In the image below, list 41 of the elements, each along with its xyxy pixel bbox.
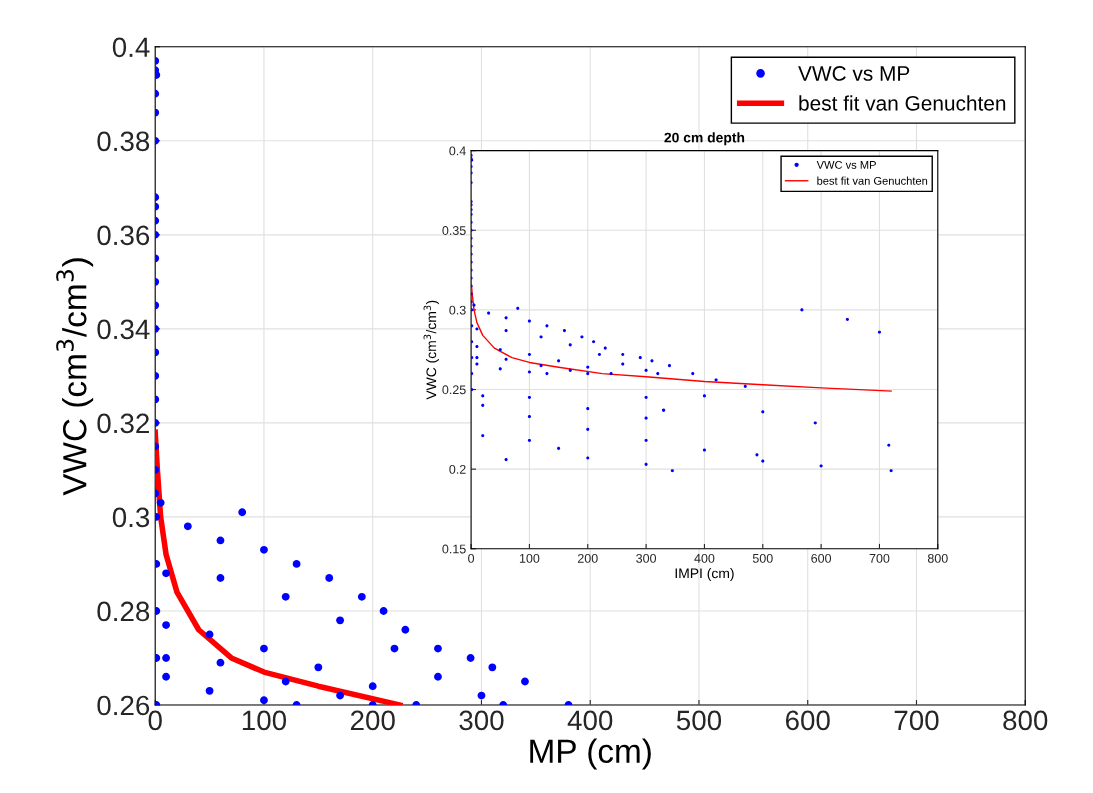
- y-tick-label: 0.36: [97, 225, 150, 246]
- x-tick-label: 300: [459, 710, 504, 731]
- x-tick-label: 0: [148, 710, 162, 731]
- x-tick-label: 0: [468, 553, 475, 563]
- y-tick-label: 0.28: [97, 601, 150, 622]
- x-tick-label: 100: [242, 710, 287, 731]
- x-tick-label: 200: [350, 710, 395, 731]
- y-tick-label: 0.35: [442, 226, 466, 235]
- x-tick-label: 400: [567, 710, 613, 731]
- y-tick-label: 0.26: [97, 695, 150, 716]
- y-tick-label: 0.2: [449, 464, 466, 474]
- legend-label: VWC vs MP: [816, 160, 876, 169]
- x-tick-label: 500: [752, 553, 773, 563]
- x-tick-label: 500: [676, 710, 722, 731]
- y-axis-title: VWC (cm$^{3}$/cm$^{3}$): [423, 300, 439, 400]
- legend-label: best fit van Genuchten: [799, 95, 1006, 111]
- x-tick-label: 700: [869, 553, 890, 563]
- x-tick-label: 600: [785, 710, 830, 731]
- legend-label: VWC vs MP: [798, 66, 910, 81]
- x-tick-label: 100: [519, 553, 540, 563]
- y-tick-label: 0.15: [442, 544, 466, 554]
- chart-title: 20 cm depth: [664, 132, 745, 146]
- x-tick-label: 300: [636, 553, 657, 563]
- x-axis-title: IMPI (cm): [675, 568, 734, 581]
- legend-label: best fit van Genuchten: [817, 176, 928, 185]
- x-tick-label: 800: [927, 553, 948, 563]
- x-tick-label: 600: [811, 553, 832, 563]
- y-tick-label: 0.38: [97, 131, 150, 152]
- x-axis-title: MP (cm): [530, 738, 651, 770]
- y-tick-label: 0.25: [442, 385, 466, 395]
- y-tick-label: 0.3: [449, 305, 466, 315]
- x-tick-label: 800: [1003, 710, 1048, 731]
- y-tick-label: 0.4: [112, 37, 150, 58]
- x-tick-label: 200: [577, 553, 598, 563]
- y-tick-label: 0.3: [112, 507, 150, 528]
- y-tick-label: 0.4: [449, 146, 466, 156]
- y-axis-title: VWC (cm$^{3}$/cm$^{3}$): [56, 258, 94, 496]
- x-tick-label: 700: [894, 710, 939, 731]
- y-tick-label: 0.34: [97, 319, 150, 340]
- x-tick-label: 400: [694, 553, 715, 563]
- y-tick-label: 0.32: [97, 413, 149, 434]
